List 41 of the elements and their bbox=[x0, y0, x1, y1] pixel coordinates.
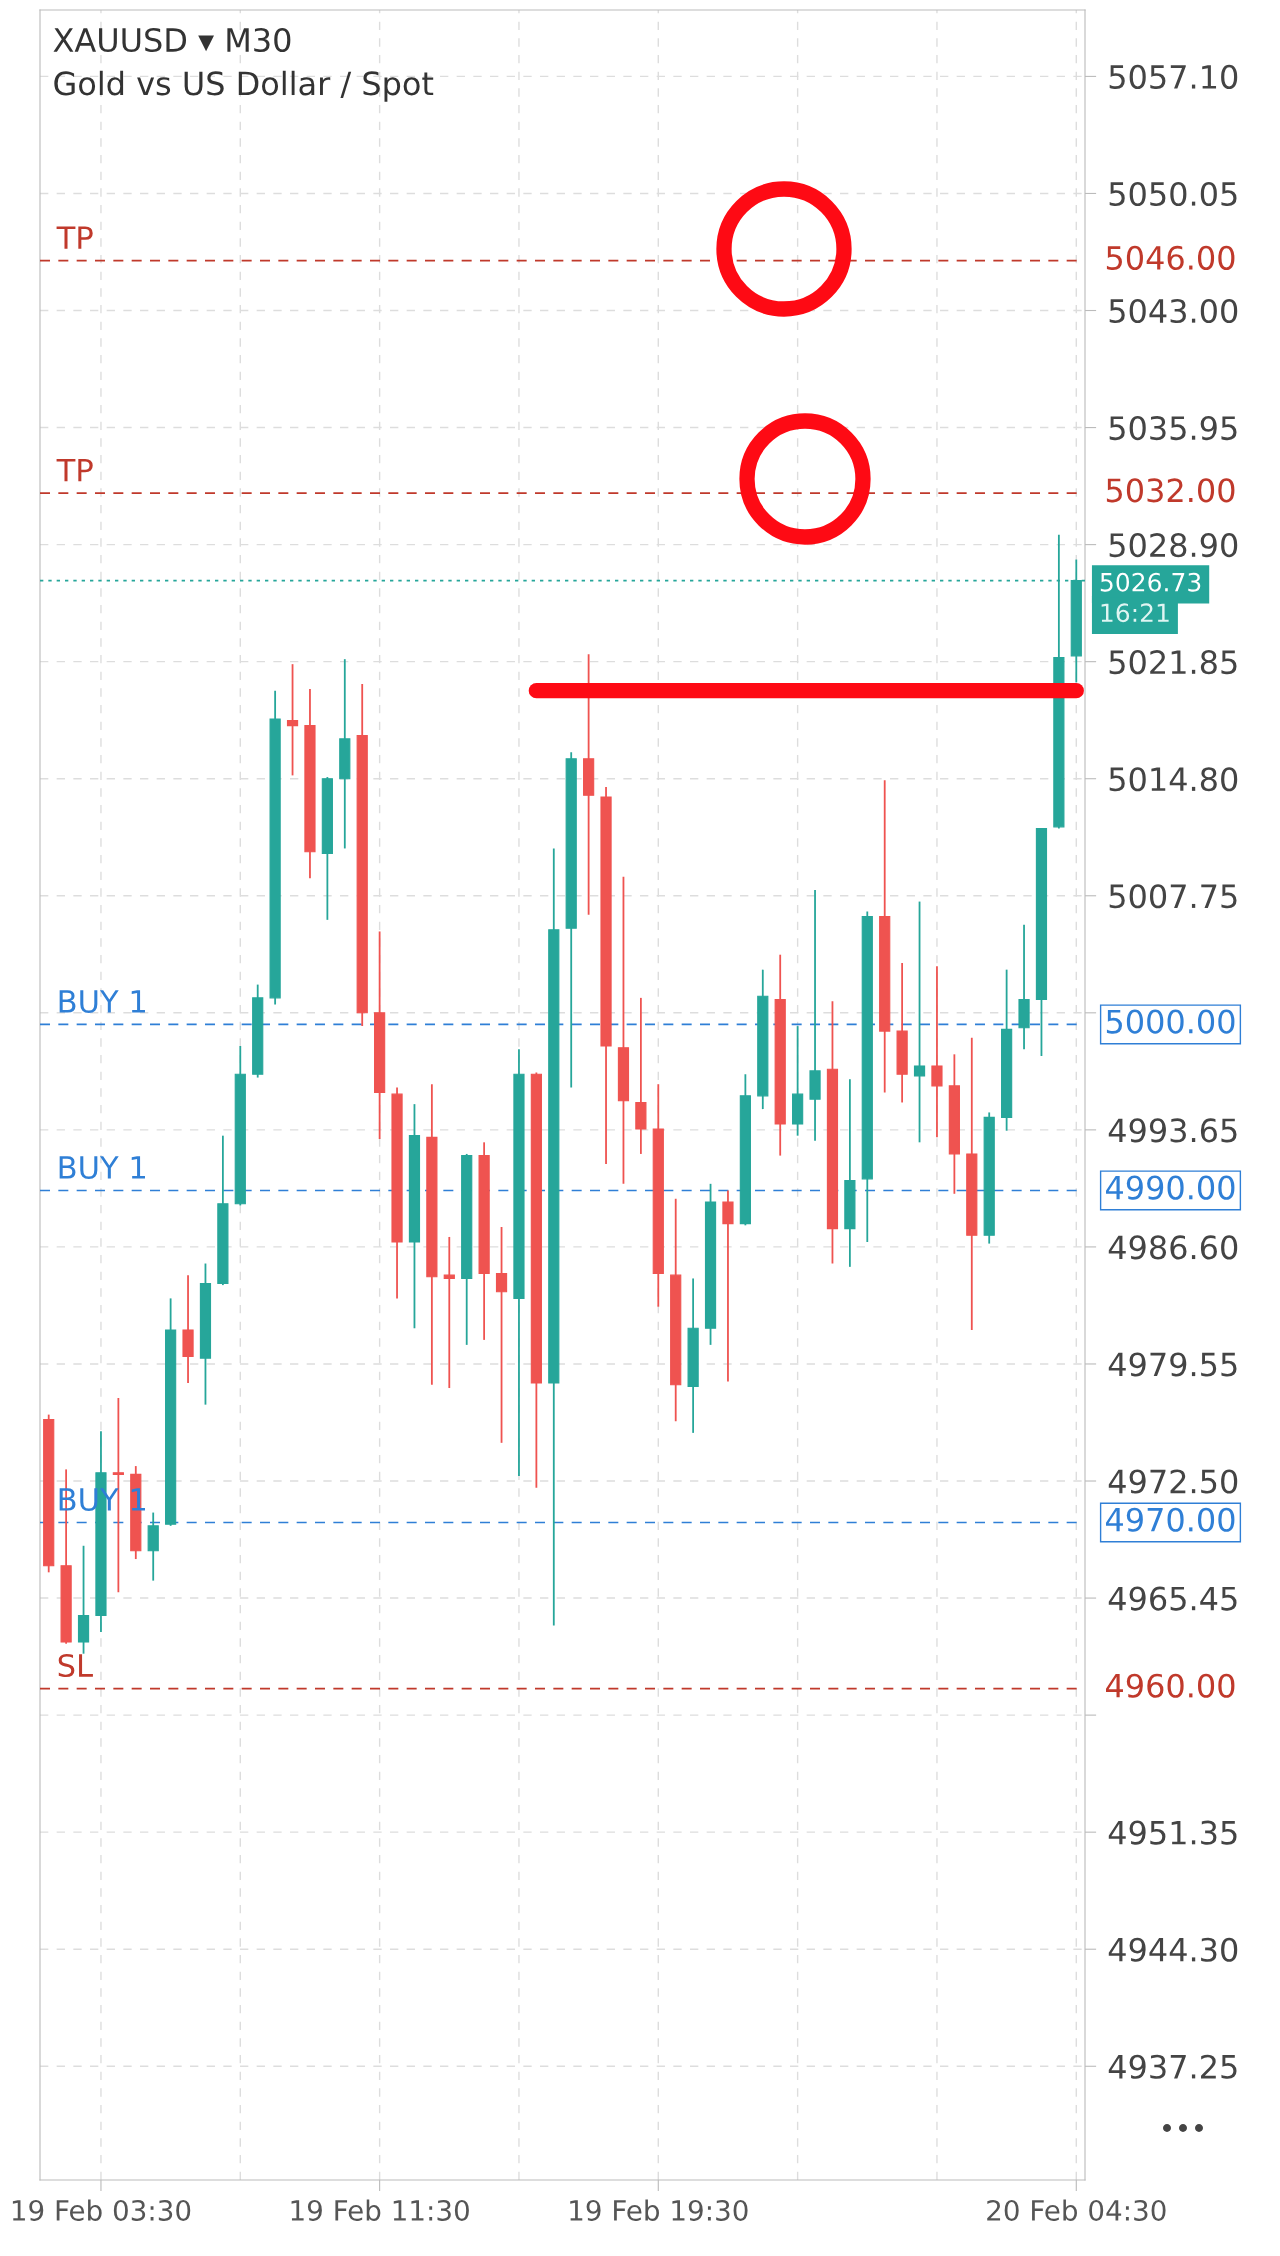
chart-title: XAUUSD ▾ M30 bbox=[53, 27, 291, 53]
ref-line-label: 5026.73 bbox=[1100, 572, 1201, 592]
x-tick-label: 19 Feb 11:30 bbox=[291, 2199, 469, 2221]
y-tick-label: 5028.90 bbox=[1109, 533, 1238, 558]
y-tick-label: 4951.35 bbox=[1108, 1820, 1237, 1845]
y-tick-label: 5050.05 bbox=[1109, 181, 1237, 207]
ref-line-label: 4990.00 bbox=[1106, 1175, 1235, 1200]
ref-line-label: 4970.00 bbox=[1106, 1507, 1235, 1532]
y-tick-label: 5007.75 bbox=[1109, 884, 1237, 909]
y-tick-label: 4972.50 bbox=[1108, 1469, 1238, 1494]
y-tick-label: 4965.45 bbox=[1108, 1586, 1237, 1611]
y-tick-label: 5043.00 bbox=[1109, 298, 1238, 324]
ref-line-label: 5000.00 bbox=[1106, 1009, 1235, 1034]
y-tick-label: 5057.10 bbox=[1109, 64, 1238, 89]
annotation: BUY 1 bbox=[59, 1156, 145, 1179]
candlestick bbox=[495, 1226, 508, 1444]
text: 16:21 bbox=[1101, 603, 1169, 623]
annotation: BUY 1 bbox=[59, 990, 145, 1013]
candlestick bbox=[286, 663, 299, 777]
ref-line-label: 4960.00 bbox=[1106, 1673, 1235, 1698]
annotation: TP bbox=[56, 226, 93, 249]
candlestick bbox=[913, 900, 926, 1144]
ref-line-label: 5032.00 bbox=[1106, 478, 1235, 503]
y-tick-label: 4979.55 bbox=[1108, 1352, 1237, 1377]
text: Gold vs US Dollar / Spot bbox=[54, 70, 434, 102]
annotation: SL bbox=[58, 1653, 93, 1678]
y-tick-label: 4944.30 bbox=[1108, 1937, 1238, 1962]
y-tick-label: 5021.85 bbox=[1109, 650, 1237, 675]
y-tick-label: 5014.80 bbox=[1109, 767, 1238, 792]
y-tick-label: 4937.25 bbox=[1108, 2054, 1237, 2079]
candlestick bbox=[443, 1236, 455, 1389]
annotation: TP bbox=[56, 458, 93, 482]
y-tick-label: 4993.65 bbox=[1108, 1118, 1237, 1143]
y-tick-label: 4986.60 bbox=[1108, 1235, 1238, 1260]
x-tick-label: 20 Feb 04:30 bbox=[987, 2199, 1166, 2221]
x-tick-label: 19 Feb 03:30 bbox=[12, 2199, 191, 2221]
candlestick bbox=[931, 965, 943, 1139]
y-tick-label: 5035.95 bbox=[1109, 415, 1237, 441]
ref-line-label: 5046.00 bbox=[1106, 245, 1235, 270]
x-tick-label: 19 Feb 19:30 bbox=[570, 2199, 748, 2221]
candlestick bbox=[722, 1189, 734, 1383]
